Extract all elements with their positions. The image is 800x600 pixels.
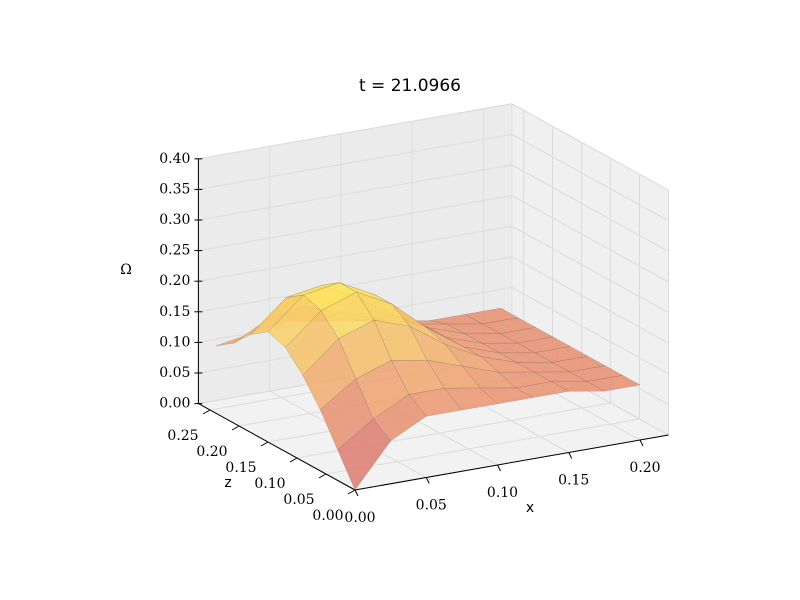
x-tick-label: 0.05	[416, 498, 447, 514]
grid-line	[511, 225, 669, 314]
x-tick-label: 0.15	[558, 473, 589, 489]
y-tick	[318, 473, 327, 479]
x-tick-label: 0.20	[629, 460, 660, 476]
z-tick-label: 0.05	[159, 365, 190, 381]
grid-line	[198, 164, 512, 221]
x-tick	[568, 452, 573, 459]
y-tick-label: 0.15	[225, 460, 256, 476]
grid-line	[511, 164, 669, 252]
surface-patch	[337, 418, 391, 491]
z-tick-label: 0.25	[159, 243, 190, 259]
x-tick	[639, 439, 644, 447]
y-tick-label: 0.05	[283, 492, 314, 508]
grid-line	[198, 256, 512, 313]
grid-line	[511, 195, 669, 283]
y-axis-label: z	[224, 475, 231, 491]
y-tick	[202, 409, 211, 415]
axis-line	[354, 434, 669, 491]
grid-line	[511, 103, 669, 191]
chart-title: t = 21.0966	[359, 76, 461, 96]
y-tick	[260, 441, 269, 447]
y-tick-label: 0.00	[312, 508, 343, 524]
grid-line	[511, 256, 669, 344]
z-tick-label: 0.35	[159, 181, 190, 197]
x-tick-label: 0.10	[487, 485, 518, 501]
grid-line	[198, 195, 512, 252]
z-tick-label: 0.20	[159, 273, 190, 289]
x-tick	[425, 477, 430, 484]
grid-line	[325, 418, 640, 475]
y-tick-label: 0.10	[254, 476, 285, 492]
x-axis-label: x	[526, 500, 534, 516]
y-tick	[231, 425, 240, 431]
grid-line	[198, 225, 512, 282]
y-tick-label: 0.25	[167, 428, 198, 444]
y-tick-label: 0.20	[196, 444, 227, 460]
axis-line	[198, 403, 356, 491]
z-tick-label: 0.10	[159, 334, 190, 350]
z-tick-label: 0.15	[159, 304, 190, 320]
grid-line	[198, 103, 512, 160]
z-tick-label: 0.00	[159, 396, 190, 412]
x-tick	[354, 489, 359, 497]
grid-line	[198, 133, 512, 190]
grid-line	[511, 286, 669, 375]
z-tick-label: 0.30	[159, 212, 190, 228]
z-tick-label: 0.40	[159, 151, 190, 167]
x-tick-label: 0.00	[344, 510, 375, 526]
z-axis-label: Ω	[120, 262, 132, 278]
y-tick	[347, 489, 356, 495]
grid-line	[511, 133, 669, 222]
x-tick	[497, 464, 501, 472]
y-tick	[289, 457, 298, 463]
